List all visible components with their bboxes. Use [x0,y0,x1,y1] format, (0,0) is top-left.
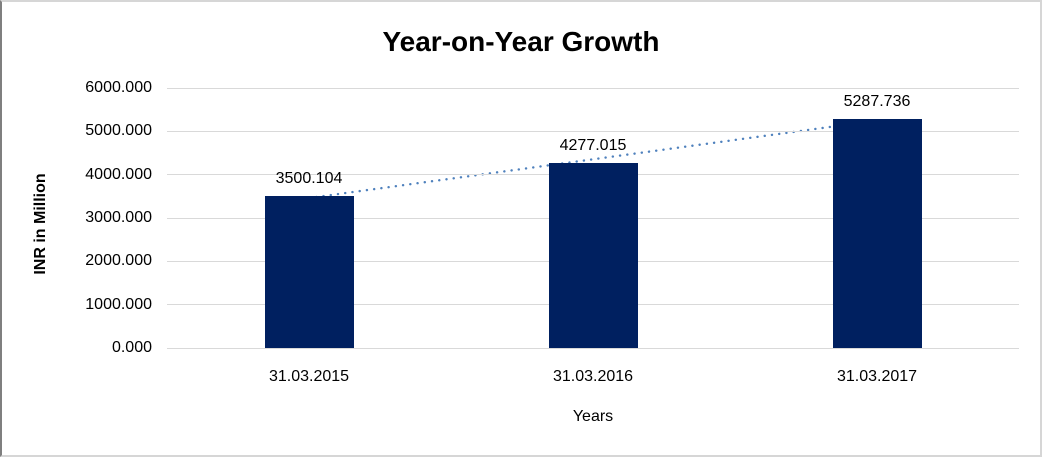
x-axis-title: Years [572,408,614,425]
y-tick-label: 2000.000 [85,252,152,270]
y-tick-label: 6000.000 [85,79,152,96]
bar-value-label: 4277.015 [559,136,627,154]
x-tick-label: 31.03.2015 [268,368,350,385]
y-tick-label: 1000.000 [85,295,152,313]
bar-value-label: 5287.736 [843,92,911,110]
y-tick-label: 3000.000 [85,209,152,226]
bar-value-label: 3500.104 [275,170,343,188]
chart-title: Year-on-Year Growth [382,26,660,57]
x-axis-line [167,347,1019,349]
y-tick-label: 5000.000 [85,122,152,140]
gridline [167,87,1019,89]
bar-31.03.2016 [548,162,638,348]
x-tick-label: 31.03.2017 [836,368,918,385]
y-tick-label: 0.000 [111,339,152,356]
y-tick-label: 4000.000 [85,165,152,183]
bar-31.03.2015 [264,196,354,348]
bar-31.03.2017 [832,118,922,348]
gridline [167,130,1019,132]
x-tick-label: 31.03.2016 [552,368,634,385]
